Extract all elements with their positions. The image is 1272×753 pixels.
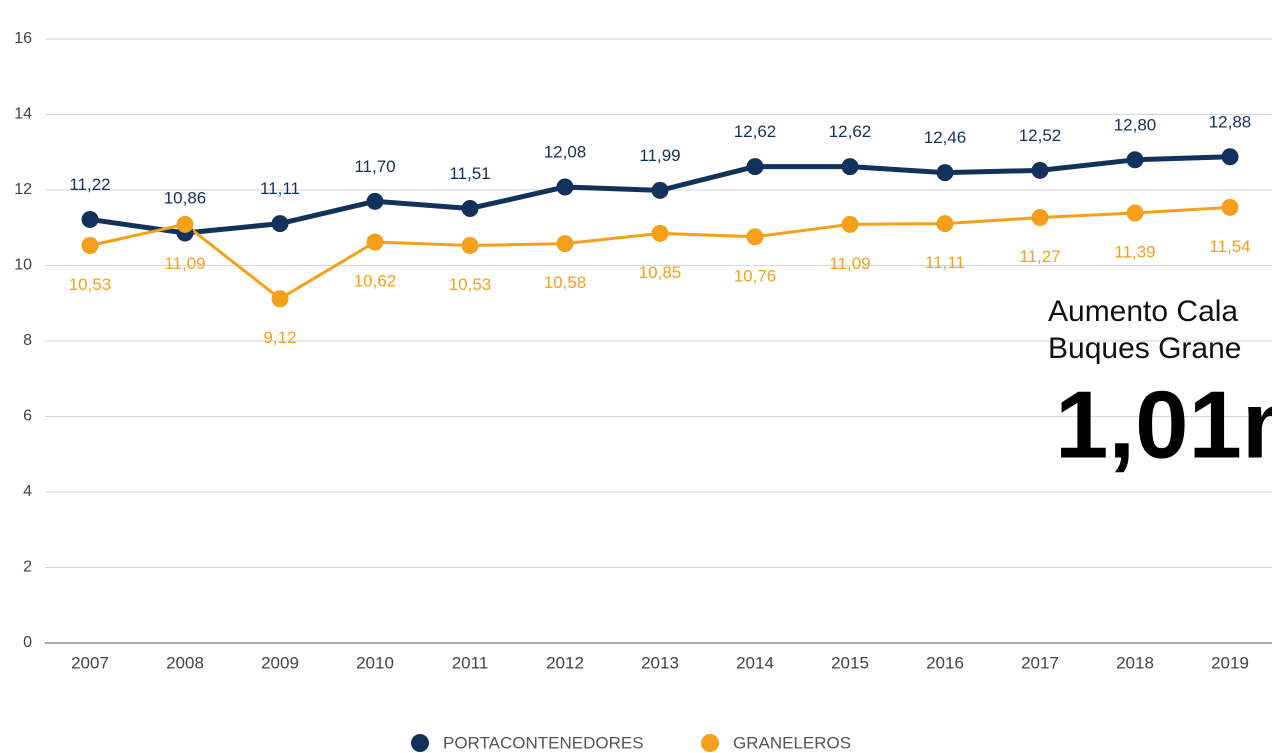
annotation: Aumento Cala xyxy=(1048,295,1238,328)
data-label: 11,22 xyxy=(69,175,110,194)
data-point xyxy=(746,228,764,246)
data-label: 10,86 xyxy=(164,189,207,208)
data-point xyxy=(936,215,954,233)
data-label: 11,11 xyxy=(260,179,300,198)
y-tick-label: 14 xyxy=(14,106,32,123)
data-point xyxy=(81,210,99,228)
data-point xyxy=(461,199,479,217)
data-label: 12,80 xyxy=(1114,115,1157,134)
y-tick-label: 0 xyxy=(23,634,32,651)
y-tick-label: 4 xyxy=(23,483,32,500)
data-label: 10,85 xyxy=(639,263,682,282)
data-point xyxy=(651,224,669,242)
data-label: 11,54 xyxy=(1209,237,1250,256)
data-label: 11,51 xyxy=(449,164,490,183)
x-tick-label: 2017 xyxy=(1021,653,1059,672)
data-point xyxy=(176,215,194,233)
data-label: 11,27 xyxy=(1019,247,1060,266)
y-tick-label: 12 xyxy=(14,181,32,198)
data-label: 11,39 xyxy=(1114,243,1155,262)
data-point xyxy=(1031,209,1049,227)
x-tick-label: 2009 xyxy=(261,653,299,672)
x-tick-label: 2007 xyxy=(71,653,109,672)
x-tick-label: 2016 xyxy=(926,653,964,672)
x-tick-label: 2015 xyxy=(831,653,869,672)
legend-marker xyxy=(701,734,719,752)
data-label: 11,09 xyxy=(829,254,870,273)
data-point xyxy=(461,236,479,254)
data-label: 11,70 xyxy=(354,157,395,176)
data-label: 12,46 xyxy=(924,128,967,147)
x-tick-label: 2013 xyxy=(641,653,679,672)
x-tick-label: 2012 xyxy=(546,653,584,672)
data-point xyxy=(366,192,384,210)
x-tick-label: 2019 xyxy=(1211,653,1249,672)
legend-label: GRANELEROS xyxy=(733,733,851,752)
data-point xyxy=(366,233,384,251)
annotation-value: 1,01m xyxy=(1055,371,1272,478)
data-point xyxy=(651,181,669,199)
data-label: 12,52 xyxy=(1019,126,1062,145)
x-tick-label: 2014 xyxy=(736,653,774,672)
data-label: 10,76 xyxy=(734,266,777,285)
data-point xyxy=(1126,204,1144,222)
data-label: 10,53 xyxy=(69,275,112,294)
y-tick-label: 2 xyxy=(23,559,32,576)
data-label: 11,11 xyxy=(925,253,965,272)
data-point xyxy=(841,158,859,176)
legend-label: PORTACONTENEDORES xyxy=(443,733,644,752)
data-point xyxy=(556,178,574,196)
x-tick-label: 2008 xyxy=(166,653,204,672)
data-point xyxy=(271,290,289,308)
y-tick-label: 16 xyxy=(14,30,32,47)
data-label: 11,09 xyxy=(164,254,205,273)
data-point xyxy=(1221,148,1239,166)
data-label: 10,53 xyxy=(449,275,492,294)
legend-marker xyxy=(411,734,429,752)
data-point xyxy=(1221,198,1239,216)
data-point xyxy=(271,215,289,233)
data-point xyxy=(556,235,574,253)
data-label: 12,88 xyxy=(1209,112,1252,131)
y-tick-label: 8 xyxy=(23,332,32,349)
x-tick-label: 2011 xyxy=(452,653,489,672)
data-point xyxy=(81,236,99,254)
data-label: 9,12 xyxy=(263,328,296,347)
data-label: 10,62 xyxy=(354,272,397,291)
data-label: 12,62 xyxy=(734,122,777,141)
x-tick-label: 2018 xyxy=(1116,653,1154,672)
data-point xyxy=(1126,151,1144,169)
annotation: Buques Grane xyxy=(1048,332,1241,365)
data-label: 12,08 xyxy=(544,142,587,161)
data-point xyxy=(1031,161,1049,179)
data-label: 12,62 xyxy=(829,122,872,141)
x-tick-label: 2010 xyxy=(356,653,394,672)
data-point xyxy=(746,158,764,176)
data-point xyxy=(936,164,954,182)
data-label: 11,99 xyxy=(639,146,680,165)
y-tick-label: 6 xyxy=(23,408,32,425)
data-label: 10,58 xyxy=(544,273,587,292)
y-tick-label: 10 xyxy=(14,257,32,274)
data-point xyxy=(841,215,859,233)
